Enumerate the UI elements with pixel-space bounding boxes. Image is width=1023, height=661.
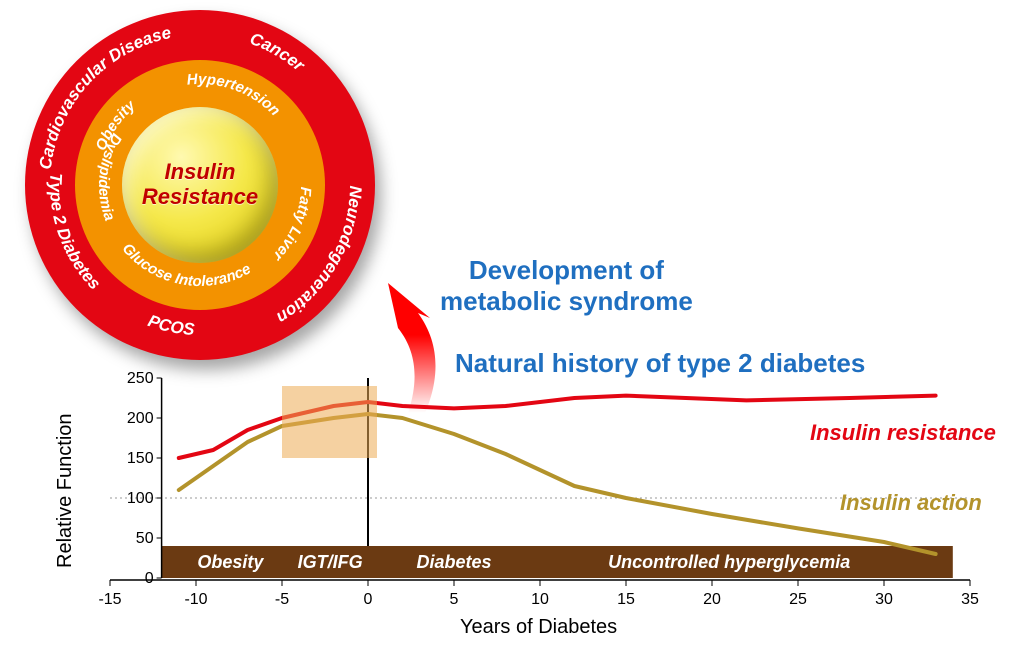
y-tick-label: 250 <box>127 370 154 387</box>
outer-ring-label: Cancer <box>247 29 309 76</box>
x-axis-label: Years of Diabetes <box>460 616 617 639</box>
outer-ring-label: PCOS <box>146 311 196 339</box>
x-tick-label: -15 <box>98 591 121 608</box>
insulin-resistance-label: Insulin resistance <box>810 420 996 446</box>
stage-band-label: Obesity <box>197 552 264 572</box>
mid-ring-label: Hypertension <box>186 71 283 119</box>
y-tick-label: 100 <box>127 490 154 507</box>
x-tick-label: 5 <box>450 591 459 608</box>
stage-band-label: IGT/IFG <box>298 552 363 572</box>
y-tick-label: 50 <box>136 530 154 547</box>
x-tick-label: 15 <box>617 591 635 608</box>
metabolic-title-l1: Development of <box>469 255 664 285</box>
x-tick-label: -10 <box>184 591 207 608</box>
y-tick-label: 0 <box>145 570 154 587</box>
x-tick-label: 0 <box>364 591 373 608</box>
mid-ring-label: Glucose Intolerance <box>119 240 254 290</box>
x-tick-label: 10 <box>531 591 549 608</box>
x-tick-label: 30 <box>875 591 893 608</box>
y-axis-label: Relative Function <box>54 413 77 568</box>
metabolic-title-l2: metabolic syndrome <box>440 286 693 316</box>
ring-labels-svg: Cardiovascular DiseaseCancerNeurodegener… <box>5 0 395 380</box>
y-tick-label: 200 <box>127 410 154 427</box>
insulin-action-label: Insulin action <box>840 490 982 516</box>
stage-band-label: Uncontrolled hyperglycemia <box>608 552 850 572</box>
y-tick-label: 150 <box>127 450 154 467</box>
mid-ring-label: Fatty Liver <box>269 186 314 265</box>
x-tick-label: 25 <box>789 591 807 608</box>
natural-history-title: Natural history of type 2 diabetes <box>455 348 865 379</box>
x-tick-label: -5 <box>275 591 289 608</box>
x-tick-label: 35 <box>961 591 979 608</box>
metabolic-title: Development ofmetabolic syndrome <box>440 255 693 317</box>
x-tick-label: 20 <box>703 591 721 608</box>
highlight-box <box>282 386 377 458</box>
stage-band-label: Diabetes <box>416 552 491 572</box>
